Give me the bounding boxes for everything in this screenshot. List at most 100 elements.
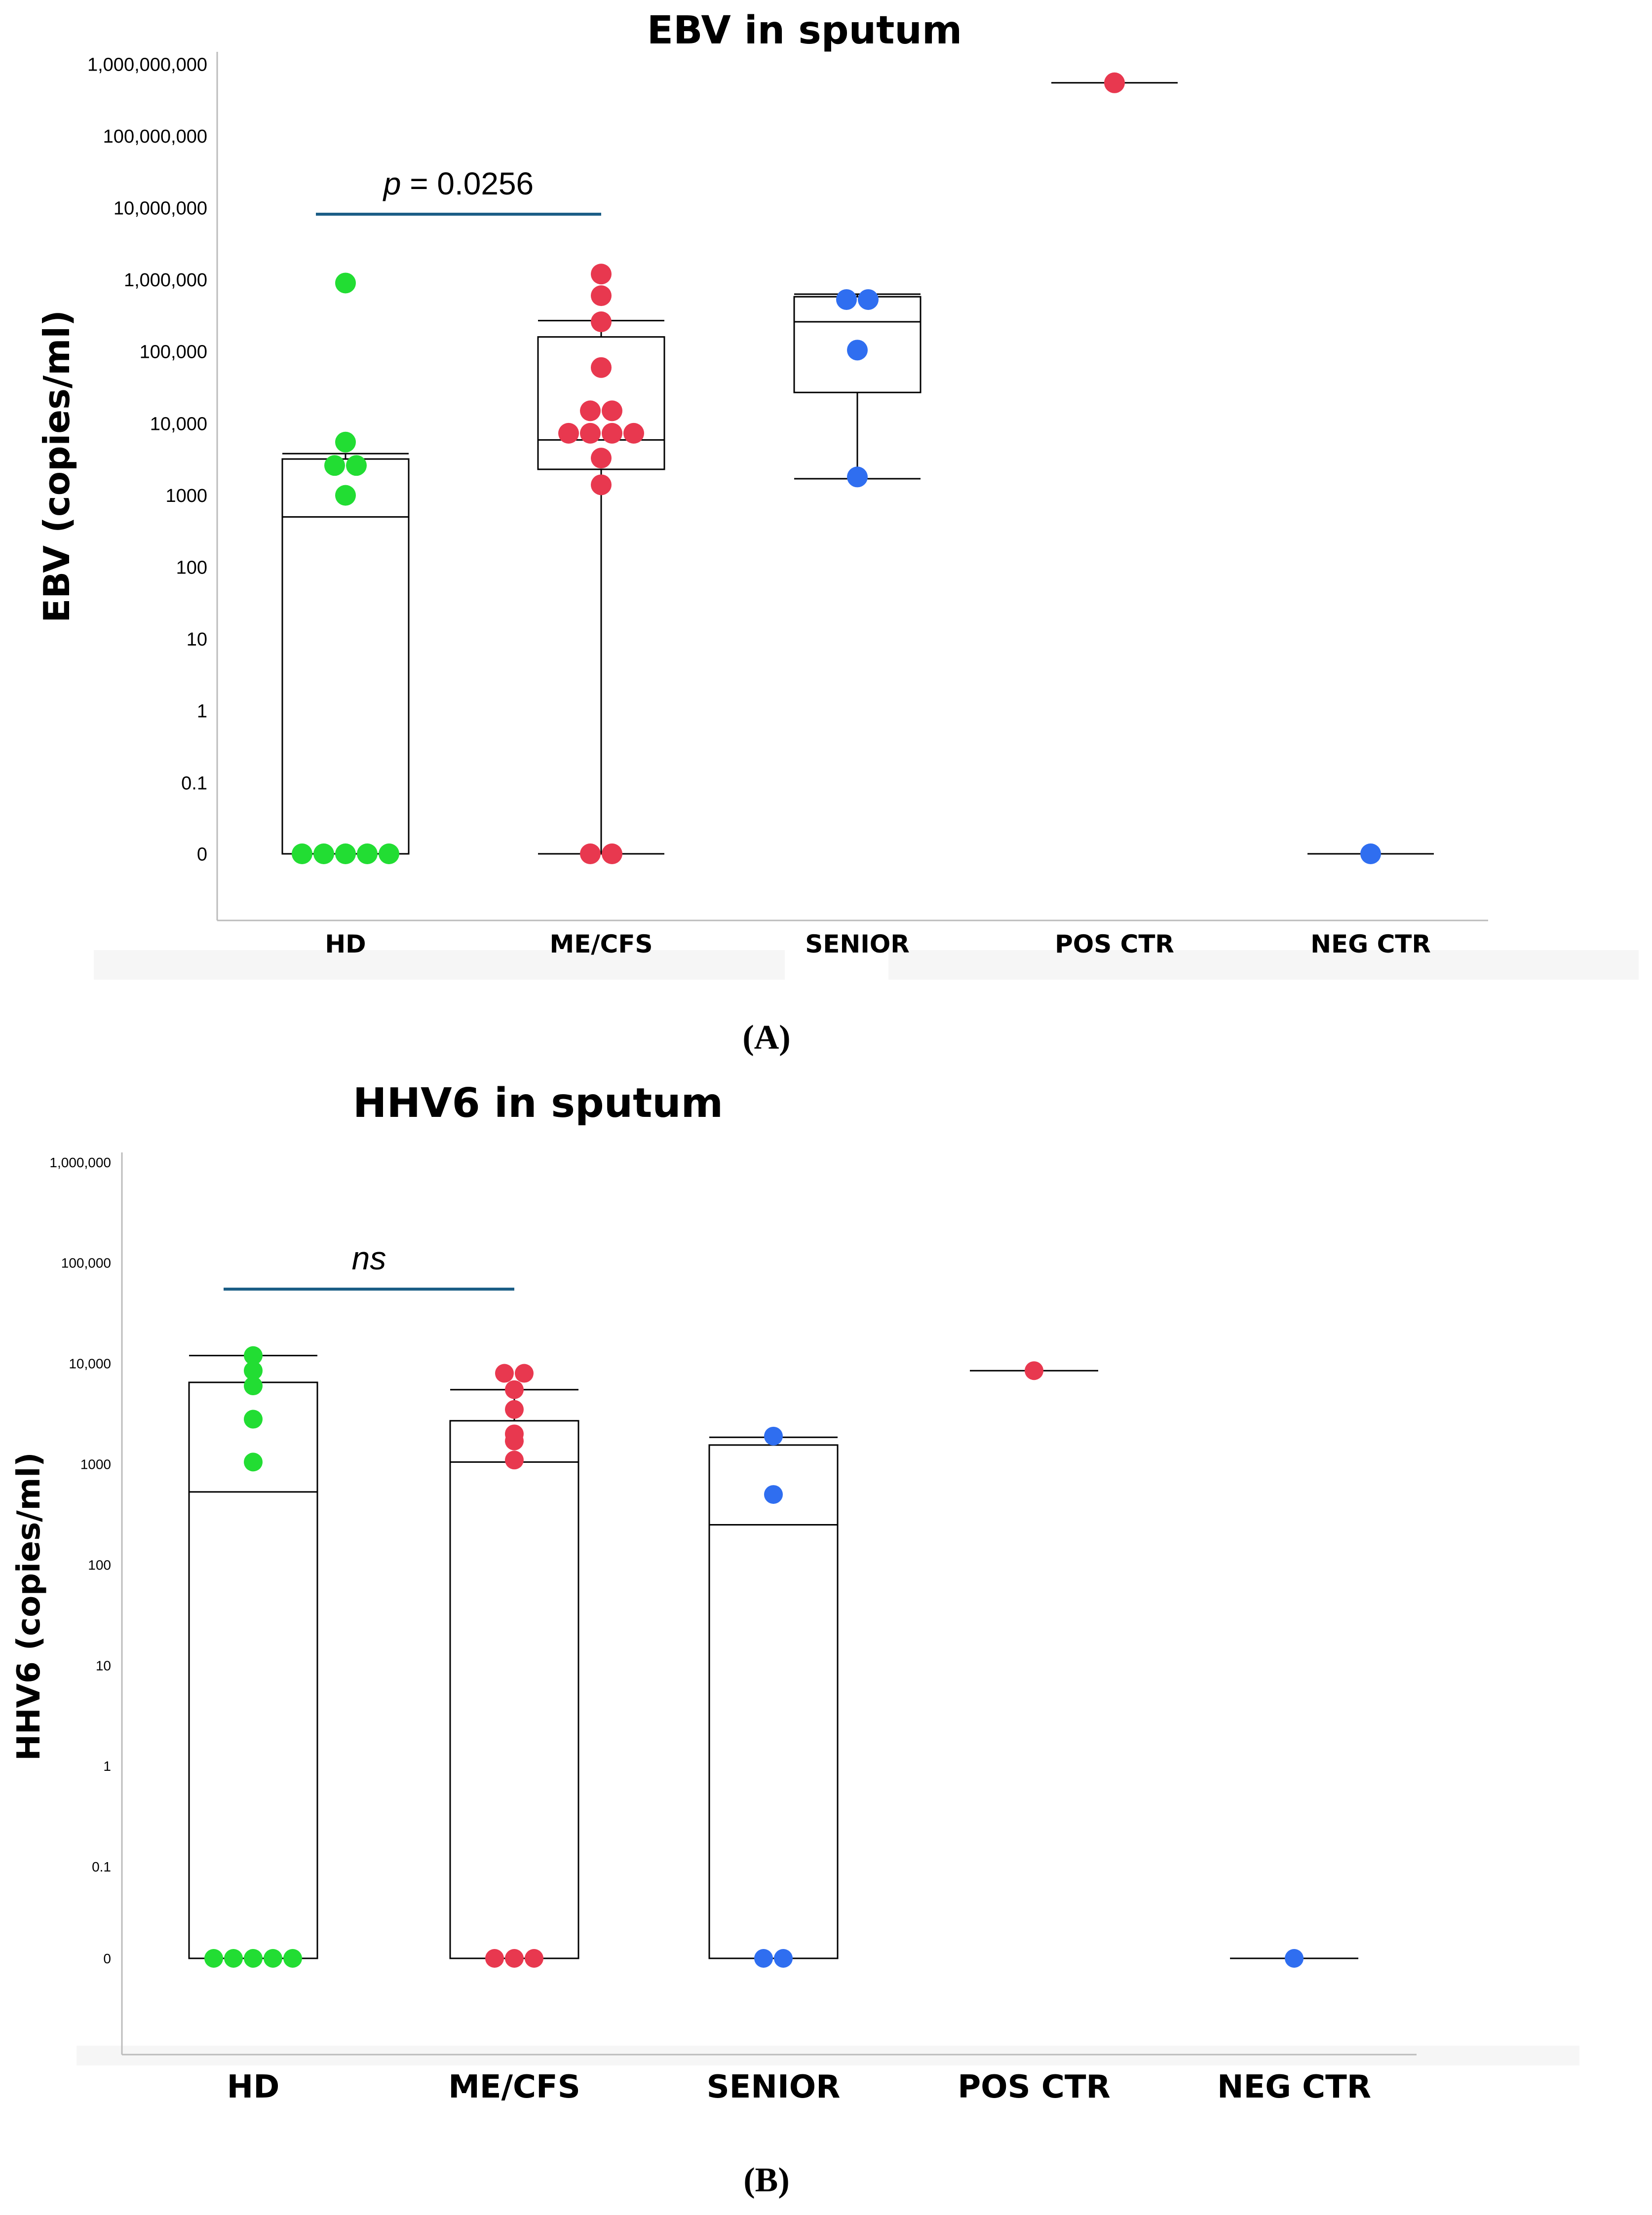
data-point [602, 843, 622, 864]
data-point [580, 422, 601, 444]
data-point [264, 1949, 282, 1968]
chart-title: HHV6 in sputum [353, 1080, 723, 1127]
data-point [591, 357, 612, 378]
data-point [602, 400, 622, 421]
data-point [591, 474, 612, 496]
data-point [602, 422, 622, 444]
data-point [244, 1452, 263, 1472]
x-tick-label: HD [325, 930, 366, 958]
x-tick-label: NEG CTR [1310, 930, 1431, 958]
data-point [283, 1949, 302, 1968]
data-point [505, 1424, 524, 1444]
data-point [505, 1949, 524, 1968]
data-points [204, 1346, 1304, 1968]
x-tick-label: ME/CFS [549, 930, 653, 958]
x-tick-labels: HD ME/CFS SENIOR POS CTR NEG CTR [227, 2069, 1371, 2105]
data-point [591, 448, 612, 469]
x-tick-label: SENIOR [805, 930, 910, 958]
y-tick-label: 0.1 [181, 773, 207, 794]
box [281, 458, 410, 855]
y-tick-label: 1,000,000,000 [87, 54, 207, 75]
data-point [580, 400, 601, 421]
y-tick-label: 10 [96, 1658, 111, 1673]
data-point [591, 311, 612, 332]
data-point [1025, 1361, 1043, 1380]
data-point [244, 1346, 263, 1365]
boxes [281, 82, 1434, 855]
data-point [485, 1949, 504, 1968]
data-point [858, 289, 879, 310]
data-point [244, 1949, 263, 1968]
data-point [836, 289, 857, 310]
data-point [313, 843, 334, 864]
significance-value: = 0.0256 [401, 166, 534, 201]
y-tick-label: 1 [197, 701, 207, 722]
data-point [324, 455, 345, 476]
y-tick-label: 0.1 [92, 1859, 111, 1874]
box [537, 336, 665, 470]
data-point [335, 272, 356, 294]
x-tick-labels: HD ME/CFS SENIOR POS CTR NEG CTR [325, 930, 1431, 958]
x-tick-label: POS CTR [958, 2069, 1111, 2105]
y-tick-label: 100 [176, 558, 207, 578]
y-tick-label: 0 [103, 1951, 111, 1966]
y-tick-label: 10,000 [69, 1356, 111, 1372]
data-point [244, 1376, 263, 1396]
y-tick-label: 10,000,000 [114, 198, 207, 219]
x-tick-label: HD [227, 2069, 280, 2105]
panel-label-b: (B) [743, 2161, 789, 2199]
box [708, 1444, 839, 1959]
data-point [495, 1364, 514, 1383]
data-point [346, 455, 367, 476]
data-point [591, 264, 612, 285]
data-point [1285, 1949, 1304, 1968]
data-point [1360, 843, 1381, 864]
data-point [623, 422, 644, 444]
y-tick-label: 100,000,000 [103, 126, 207, 147]
data-point [764, 1426, 783, 1446]
y-tick-label: 1,000,000 [124, 270, 207, 291]
x-tick-label: NEG CTR [1217, 2069, 1371, 2105]
data-point [764, 1485, 783, 1504]
footer-band-left [94, 950, 785, 980]
data-point [204, 1949, 223, 1968]
data-point [515, 1364, 534, 1383]
y-tick-label: 0 [197, 844, 207, 865]
data-point [505, 1400, 524, 1419]
chart-title: EBV in sputum [647, 8, 962, 53]
data-point [558, 422, 579, 444]
data-point [292, 843, 312, 864]
data-point [505, 1380, 524, 1399]
y-tick-label: 100,000 [61, 1256, 111, 1271]
data-point [525, 1949, 543, 1968]
data-point [847, 340, 868, 361]
data-point [847, 466, 868, 488]
chart-ebv: EBV in sputum EBV (copies/ml) 0 0.1 1 10 100… [36, 8, 1639, 1057]
x-tick-label: SENIOR [707, 2069, 841, 2105]
box [449, 1420, 579, 1959]
boxes [188, 1355, 1358, 1959]
y-tick-label: 1,000,000 [49, 1155, 111, 1170]
footer-band-right [888, 950, 1639, 980]
y-tick-label: 100,000 [140, 342, 207, 363]
significance-label: p = 0.0256 [383, 166, 534, 201]
footer-band [77, 2046, 1579, 2065]
data-point [335, 485, 356, 506]
data-point [754, 1949, 773, 1968]
significance-symbol: ns [352, 1240, 386, 1276]
significance-symbol: p [383, 166, 401, 201]
data-point [591, 285, 612, 306]
data-point [505, 1451, 524, 1470]
data-points [292, 72, 1381, 864]
data-point [224, 1949, 243, 1968]
x-tick-label: POS CTR [1055, 930, 1174, 958]
chart-hhv6: HHV6 in sputum HHV6 (copies/ml) 0 0.1 1 10 1… [11, 1080, 1579, 2199]
y-ticks: 0 0.1 1 10 100 1000 10,000 100,000 1,000,000 10,0… [87, 54, 207, 865]
data-point [335, 843, 356, 864]
data-point [244, 1361, 263, 1380]
data-point [1104, 72, 1125, 93]
y-tick-label: 100 [88, 1557, 111, 1572]
y-tick-label: 1 [103, 1758, 111, 1774]
